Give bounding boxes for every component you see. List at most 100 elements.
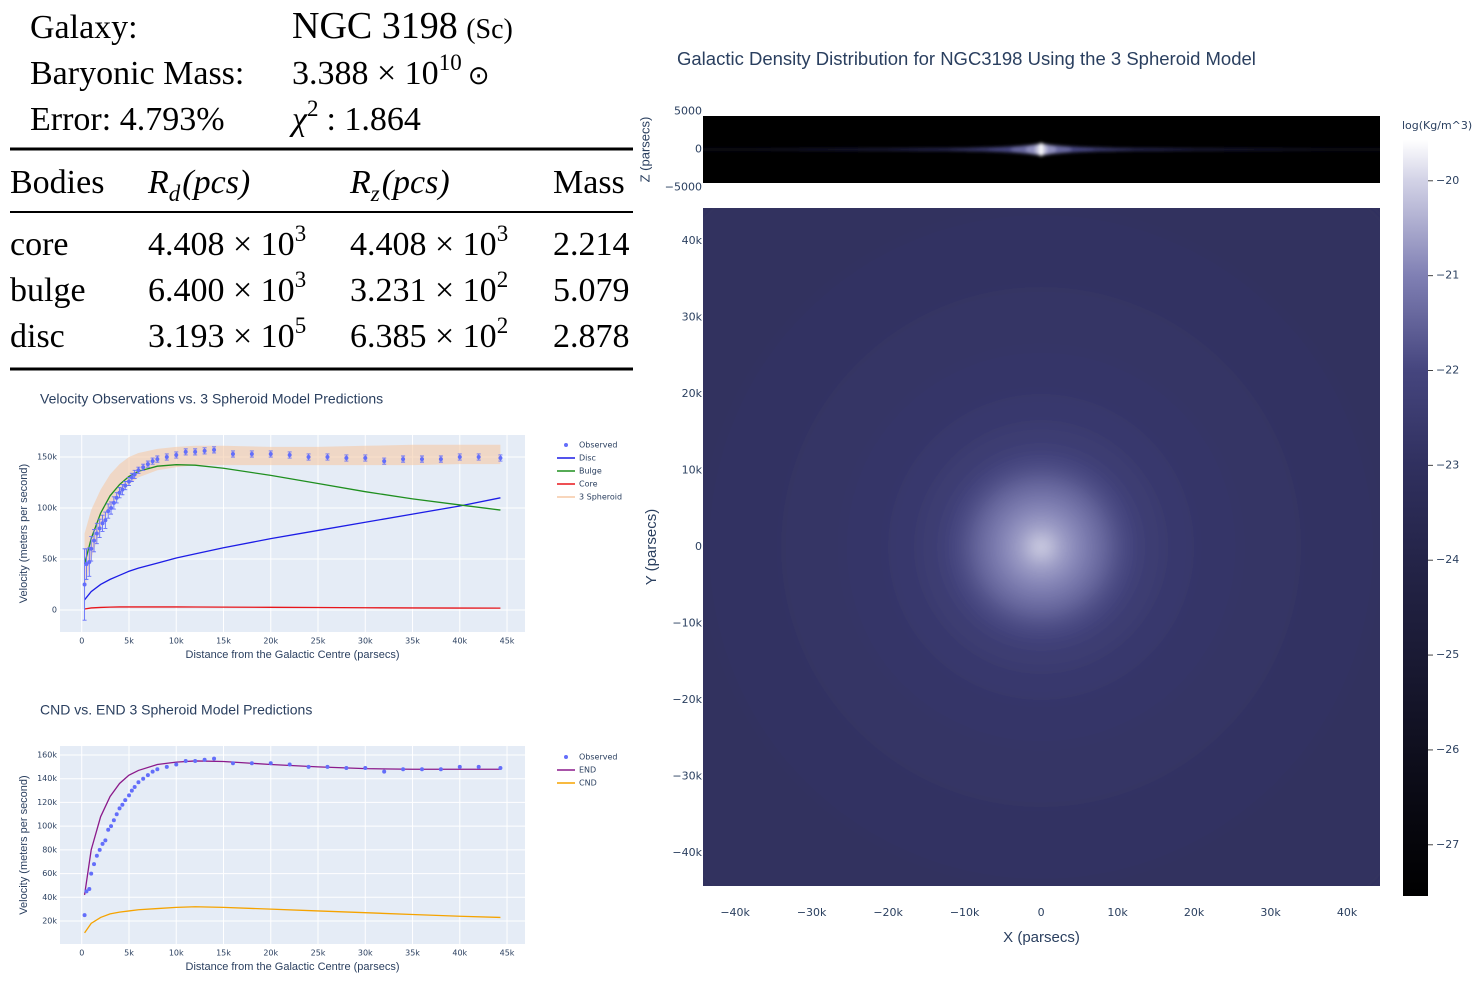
cell-base: 6.400 × 10	[148, 272, 295, 309]
chi-symbol: χ	[289, 101, 308, 138]
y-axis-label: Y (parsecs)	[643, 509, 660, 585]
plot-series	[82, 444, 503, 621]
legend-label: END	[579, 766, 596, 775]
x-axis-label: X (parsecs)	[1003, 929, 1080, 946]
data-point	[87, 886, 92, 891]
y-tick-label: 20k	[682, 387, 703, 400]
colorbar-tick-label: −24	[1436, 553, 1459, 566]
data-point	[103, 838, 108, 843]
chi-value: : 1.864	[326, 101, 420, 138]
x-tick-label: 5k	[124, 949, 134, 958]
data-point	[457, 455, 462, 460]
data-point	[150, 769, 155, 774]
data-point	[325, 764, 330, 769]
colorbar-tick-label: −20	[1436, 174, 1459, 187]
data-point	[382, 769, 387, 774]
data-point	[120, 487, 125, 492]
y-tick-label: 160k	[37, 751, 57, 760]
data-point	[476, 764, 481, 769]
cell-base: 3.193 × 10	[148, 318, 295, 355]
data-point	[155, 457, 160, 462]
table-cell: 4.408 × 103	[350, 221, 508, 263]
galaxy-type: (Sc)	[466, 14, 513, 45]
data-point	[126, 479, 131, 484]
x-tick-label: 20k	[263, 637, 278, 646]
x-tick-label: 15k	[216, 637, 231, 646]
plot-background	[60, 746, 525, 944]
data-point	[111, 500, 116, 505]
data-point	[476, 455, 481, 460]
data-point	[183, 449, 188, 454]
error-value: 4.793%	[120, 101, 225, 138]
face-on-map	[703, 208, 1380, 886]
header-symbol: R	[349, 164, 371, 201]
edge-on-map	[703, 116, 1380, 183]
cell-exp: 3	[497, 221, 509, 246]
table-cell: 3.193 × 105	[148, 313, 306, 355]
data-point	[268, 761, 273, 766]
x-tick-label: 45k	[500, 637, 515, 646]
cell-exp: 3	[295, 221, 307, 246]
data-point	[363, 456, 368, 461]
table-cell: 2.878	[553, 318, 630, 355]
table-header: Rd(pcs)	[147, 164, 250, 206]
colorbar-title: log(Kg/m^3)	[1402, 119, 1472, 132]
header-text: Mass	[553, 164, 625, 201]
z-tick-label: 5000	[674, 104, 702, 117]
data-point	[249, 451, 254, 456]
data-point	[419, 767, 424, 772]
x-tick-label: 40k	[452, 949, 467, 958]
header-unit: (pcs)	[182, 164, 250, 201]
data-point	[382, 459, 387, 464]
data-point	[230, 451, 235, 456]
z-tick-label: 0	[695, 143, 702, 156]
x-tick-label: 5k	[124, 637, 134, 646]
y-tick-label: 40k	[682, 234, 703, 247]
data-point	[183, 758, 188, 763]
legend-symbol	[564, 755, 568, 759]
header-sub: d	[169, 181, 181, 206]
header-unit: (pcs)	[382, 164, 450, 201]
data-point	[438, 767, 443, 772]
y-tick-label: 0	[695, 540, 702, 553]
data-point	[145, 462, 150, 467]
cell-exp: 5	[295, 313, 307, 338]
legend-symbol	[564, 443, 568, 447]
mass-unit: ⊙	[468, 61, 490, 91]
z-tick-label: −5000	[665, 181, 702, 194]
x-tick-label: 20k	[1184, 906, 1205, 919]
data-point	[117, 806, 122, 811]
x-tick-label: 0	[79, 949, 84, 958]
data-point	[132, 472, 137, 477]
x-tick-label: −40k	[720, 906, 750, 919]
data-point	[103, 518, 108, 523]
data-point	[164, 455, 169, 460]
data-point	[84, 889, 89, 894]
legend-label: Observed	[579, 753, 618, 762]
x-tick-label: 10k	[1107, 906, 1128, 919]
galaxy-label: Galaxy:	[30, 9, 138, 46]
data-point	[401, 457, 406, 462]
x-axis-label: Distance from the Galactic Centre (parse…	[186, 961, 400, 973]
colorbar-tick-label: −23	[1436, 458, 1459, 471]
y-tick-label: 100k	[37, 822, 57, 831]
data-point	[287, 452, 292, 457]
galaxy-value: NGC 3198	[292, 5, 458, 47]
x-axis-label: Distance from the Galactic Centre (parse…	[186, 649, 400, 661]
legend-label: CND	[579, 779, 597, 788]
data-point	[84, 562, 89, 567]
cell-base: 4.408 × 10	[350, 226, 497, 263]
data-point	[150, 459, 155, 464]
galaxy-name: NGC 3198 (Sc)	[292, 5, 513, 47]
y-tick-label: 20k	[42, 916, 57, 925]
data-point	[230, 761, 235, 766]
data-point	[89, 871, 94, 876]
mass-exp: 10	[439, 50, 462, 75]
data-point	[457, 764, 462, 769]
data-point	[202, 757, 207, 762]
chi-line: χ2: 1.864	[289, 96, 421, 138]
y-tick-label: 150k	[37, 453, 57, 462]
data-point	[174, 452, 179, 457]
y-tick-label: −30k	[672, 770, 702, 783]
